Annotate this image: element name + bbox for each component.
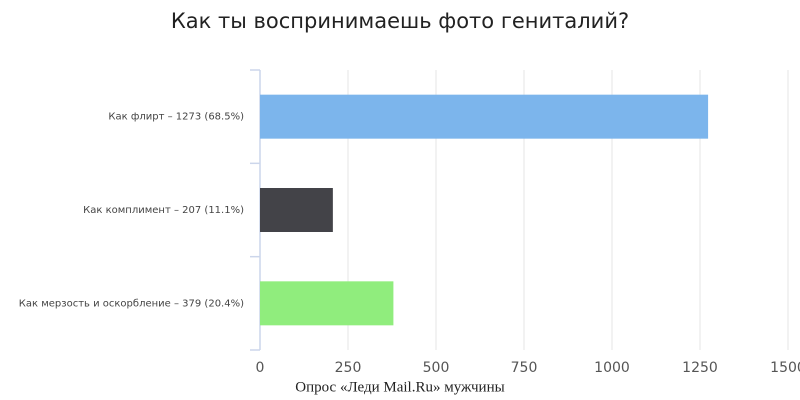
bar [260, 281, 394, 326]
y-tick-label: Как комплимент – 207 (11.1%) [83, 205, 244, 216]
bar [260, 188, 333, 232]
x-tick-label: 1500 [770, 360, 800, 376]
x-tick-label: 0 [256, 360, 265, 376]
chart-title: Как ты воспринимаешь фото гениталий? [171, 9, 629, 33]
x-tick-label: 750 [511, 360, 538, 376]
caption: Опрос «Леди Mail.Ru» мужчины [295, 379, 504, 395]
x-tick-label: 1250 [682, 360, 718, 376]
y-tick-label: Как флирт – 1273 (68.5%) [108, 112, 244, 123]
x-tick-label: 1000 [594, 360, 630, 376]
y-tick-label: Как мерзость и оскорбление – 379 (20.4%) [19, 298, 244, 309]
x-tick-label: 250 [335, 360, 362, 376]
x-tick-label: 500 [423, 360, 450, 376]
bar [260, 94, 709, 139]
